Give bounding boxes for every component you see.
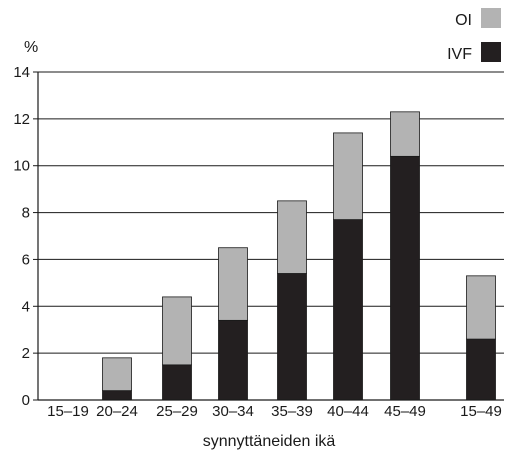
- x-tick-label: 30–34: [212, 403, 254, 420]
- y-tick-label: 12: [13, 111, 30, 128]
- y-tick-label: 2: [22, 345, 30, 362]
- bar-ivf-25–29: [162, 364, 192, 401]
- bar-ivf-45–49: [390, 155, 420, 401]
- legend-swatch-ivf: [481, 42, 501, 62]
- x-axis-ticks: 15–19 20–24 25–29 30–34 35–39 40–44 45–49 15–49: [47, 403, 502, 420]
- y-tick-label: 4: [22, 298, 30, 315]
- bar-oi-20–24: [102, 357, 132, 392]
- y-tick-label: 10: [13, 158, 30, 175]
- legend-label-ivf: IVF: [447, 46, 472, 63]
- bar-ivf-30–34: [218, 319, 248, 401]
- bar-oi-40–44: [333, 132, 363, 221]
- x-tick-label: 20–24: [96, 403, 138, 420]
- y-tick-label: 6: [22, 251, 30, 268]
- y-tick-label: 0: [22, 392, 30, 409]
- bar-ivf-35–39: [277, 273, 307, 401]
- bar-oi-35–39: [277, 200, 307, 274]
- legend: OI IVF: [447, 8, 501, 63]
- grid-lines: [38, 71, 504, 354]
- y-tick-label: 8: [22, 205, 30, 222]
- bar-oi-30–34: [218, 247, 248, 321]
- x-tick-label: 40–44: [327, 403, 369, 420]
- bars: [102, 111, 496, 401]
- y-axis-label: %: [24, 39, 38, 56]
- x-tick-label: 15–49: [460, 403, 502, 420]
- y-tick-label: 14: [13, 64, 30, 81]
- x-axis-label: synnyttäneiden ikä: [203, 433, 336, 450]
- x-tick-label: 35–39: [271, 403, 313, 420]
- x-tick-label: 15–19: [47, 403, 89, 420]
- legend-swatch-oi: [481, 8, 501, 28]
- bar-ivf-40–44: [333, 219, 363, 401]
- y-axis-ticks: 0 2 4 6 8 10 12 14: [13, 64, 38, 409]
- bar-oi-45–49: [390, 111, 420, 157]
- bar-ivf-15–49: [466, 338, 496, 401]
- bar-ivf-20–24: [102, 390, 132, 401]
- bar-oi-25–29: [162, 296, 192, 366]
- x-tick-label: 45–49: [384, 403, 426, 420]
- legend-label-oi: OI: [455, 12, 472, 29]
- x-tick-label: 25–29: [156, 403, 198, 420]
- bar-oi-15–49: [466, 275, 496, 340]
